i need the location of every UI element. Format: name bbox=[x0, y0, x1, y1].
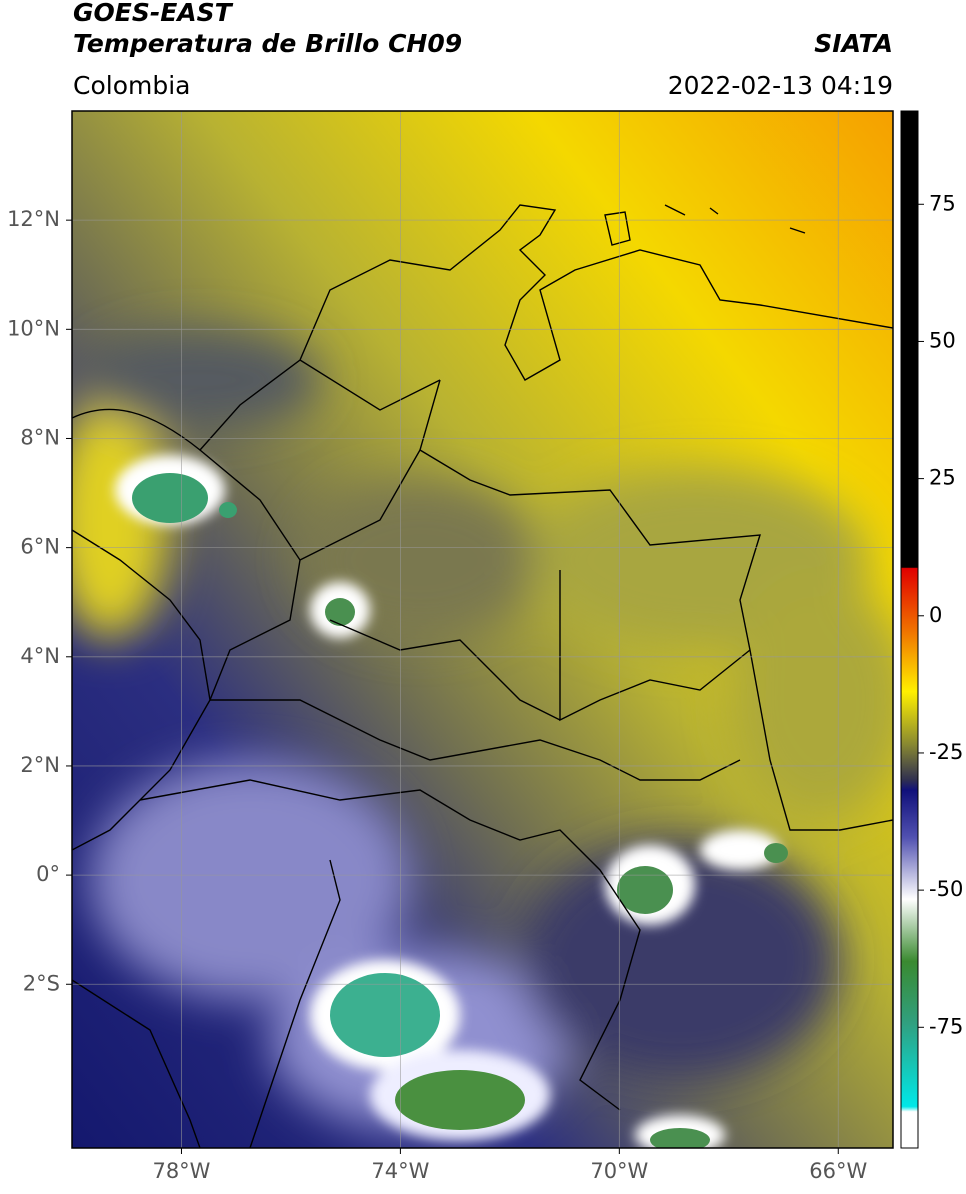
datetime: 2022-02-13 04:19 bbox=[668, 71, 893, 100]
y-tick-label: 2°N bbox=[20, 753, 60, 777]
colorbar-tick-label: 75 bbox=[929, 191, 956, 215]
y-tick-label: 4°N bbox=[20, 644, 60, 668]
subtitle: Temperatura de Brillo CH09 bbox=[73, 29, 462, 58]
colorbar-tick-label: -75 bbox=[929, 1014, 963, 1038]
colorbar-tick-label: -50 bbox=[929, 877, 963, 901]
x-tick-label: 70°W bbox=[590, 1159, 648, 1183]
y-tick-label: 2°S bbox=[23, 971, 60, 995]
colorbar-tick-label: 0 bbox=[929, 603, 942, 627]
source: SIATA bbox=[814, 29, 893, 58]
colorbar-tick-label: 50 bbox=[929, 328, 956, 352]
colorbar bbox=[900, 110, 919, 1149]
y-tick-label: 12°N bbox=[7, 207, 60, 231]
x-tick-label: 74°W bbox=[371, 1159, 429, 1183]
x-tick-label: 78°W bbox=[152, 1159, 210, 1183]
map-frame bbox=[71, 110, 894, 1149]
satellite-image bbox=[72, 111, 893, 1148]
y-tick-label: 10°N bbox=[7, 316, 60, 340]
colorbar-tick-label: -25 bbox=[929, 740, 963, 764]
y-tick-label: 6°N bbox=[20, 535, 60, 559]
y-tick-label: 8°N bbox=[20, 425, 60, 449]
title: GOES-EAST bbox=[73, 0, 234, 27]
colorbar-tick-label: 25 bbox=[929, 466, 956, 490]
x-tick-label: 66°W bbox=[809, 1159, 867, 1183]
y-tick-label: 0° bbox=[36, 862, 60, 886]
region: Colombia bbox=[73, 71, 190, 100]
